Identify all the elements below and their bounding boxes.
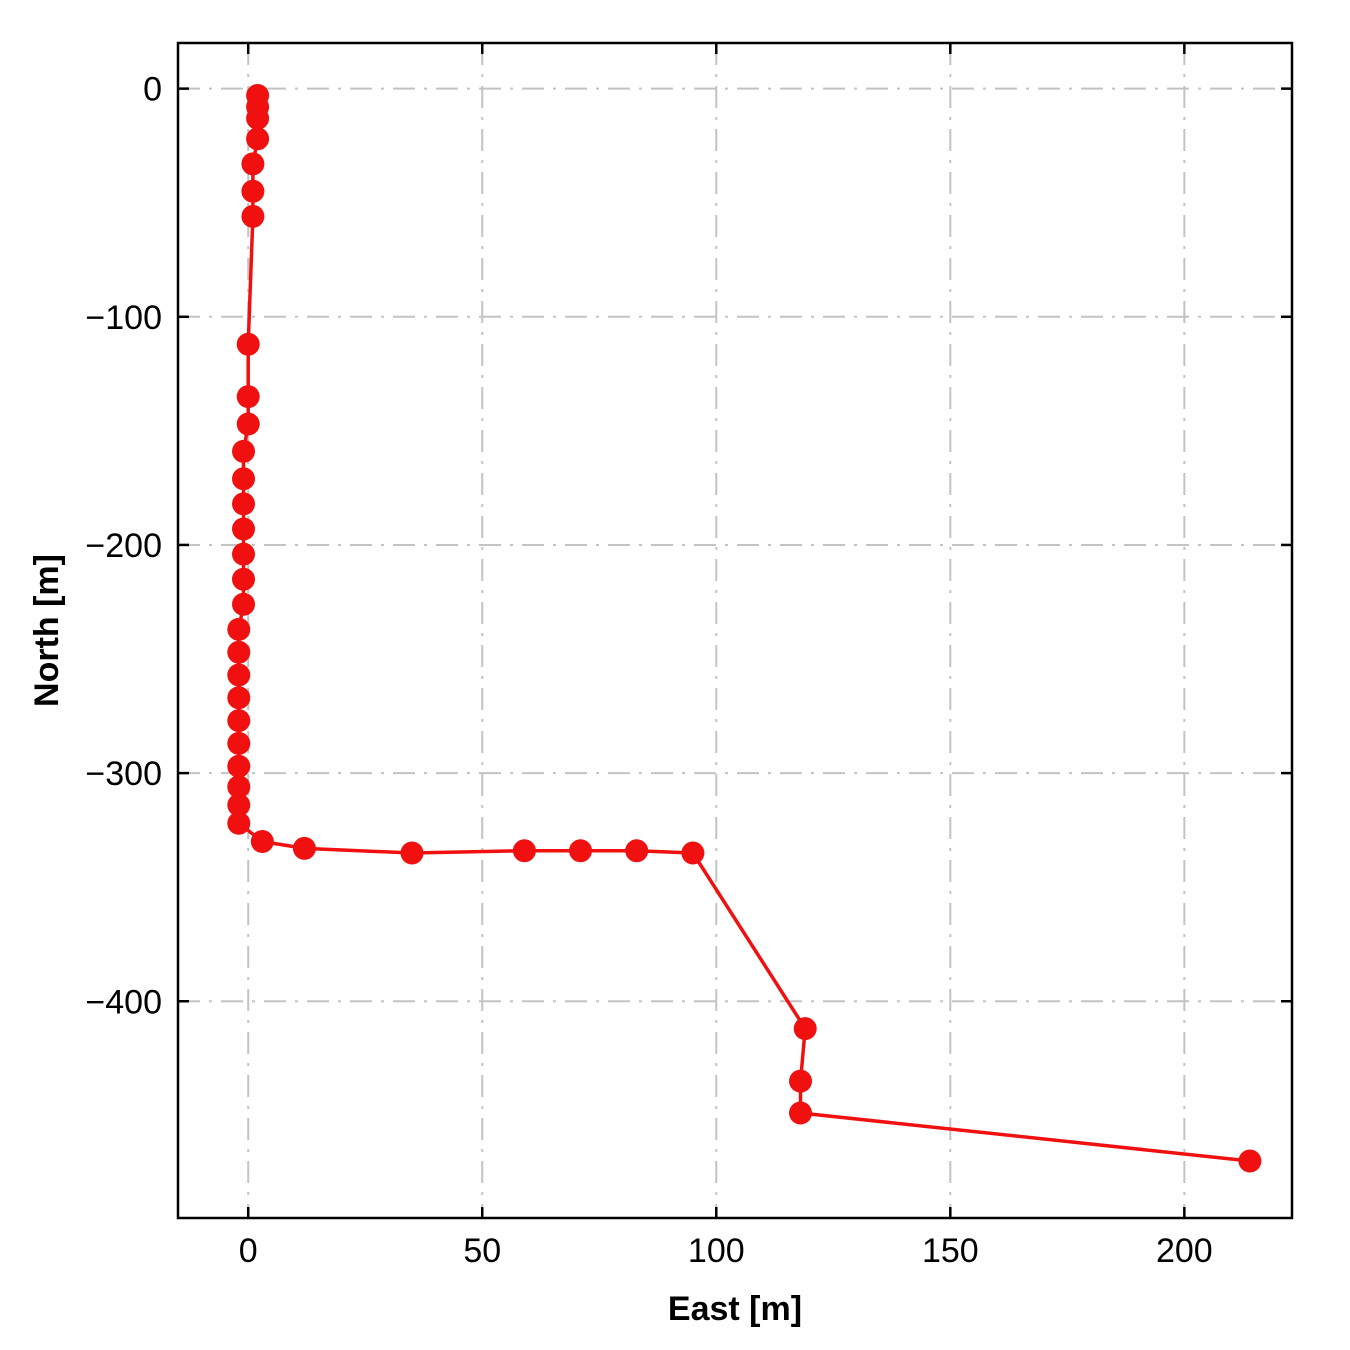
data-point-marker [232,439,255,463]
data-point-marker [227,686,251,710]
data-point-marker [227,617,251,641]
data-point-marker [241,204,265,228]
data-point-marker [246,127,270,151]
data-point-marker [227,709,251,733]
data-point-marker [793,1017,817,1041]
data-point-marker [227,793,251,817]
data-point-marker [227,640,251,664]
y-tick-label: −100 [85,299,162,337]
data-point-marker [250,830,274,853]
data-point-marker [236,332,260,356]
data-point-marker [232,517,255,541]
data-point-marker [246,106,270,130]
y-tick-label: −300 [85,755,162,793]
data-point-marker [292,836,316,860]
data-point-marker [400,841,424,865]
data-point-marker [512,839,536,863]
data-point-marker [227,731,251,755]
data-point-marker [232,467,255,491]
x-tick-label: 0 [239,1232,258,1270]
x-tick-label: 200 [1156,1232,1213,1270]
data-point-marker [232,542,255,566]
data-point-marker [227,663,251,687]
y-tick-label: −400 [85,983,162,1021]
axes-frame [176,41,1294,1220]
x-tick-label: 150 [922,1232,979,1270]
data-point-marker [789,1069,812,1093]
data-point-marker [681,841,705,865]
data-point-marker [227,754,251,778]
data-point-marker [1238,1149,1262,1173]
y-tick-label: 0 [143,71,162,109]
data-point-marker [227,811,251,835]
data-point-marker [789,1101,812,1125]
x-tick-label: 100 [688,1232,745,1270]
data-point-marker [232,592,255,616]
data-point-marker [232,492,255,516]
data-point-marker [241,152,265,176]
data-point-marker [236,385,260,409]
x-axis-label: East [m] [668,1290,802,1328]
data-point-marker [625,839,649,863]
data-point-marker [232,567,255,591]
y-axis-label: North [m] [28,554,66,707]
data-point-marker [227,775,251,799]
data-point-marker [569,839,592,863]
y-tick-label: −200 [85,527,162,565]
data-point-marker [236,412,260,436]
x-tick-label: 50 [463,1232,501,1270]
data-point-marker [241,179,265,203]
